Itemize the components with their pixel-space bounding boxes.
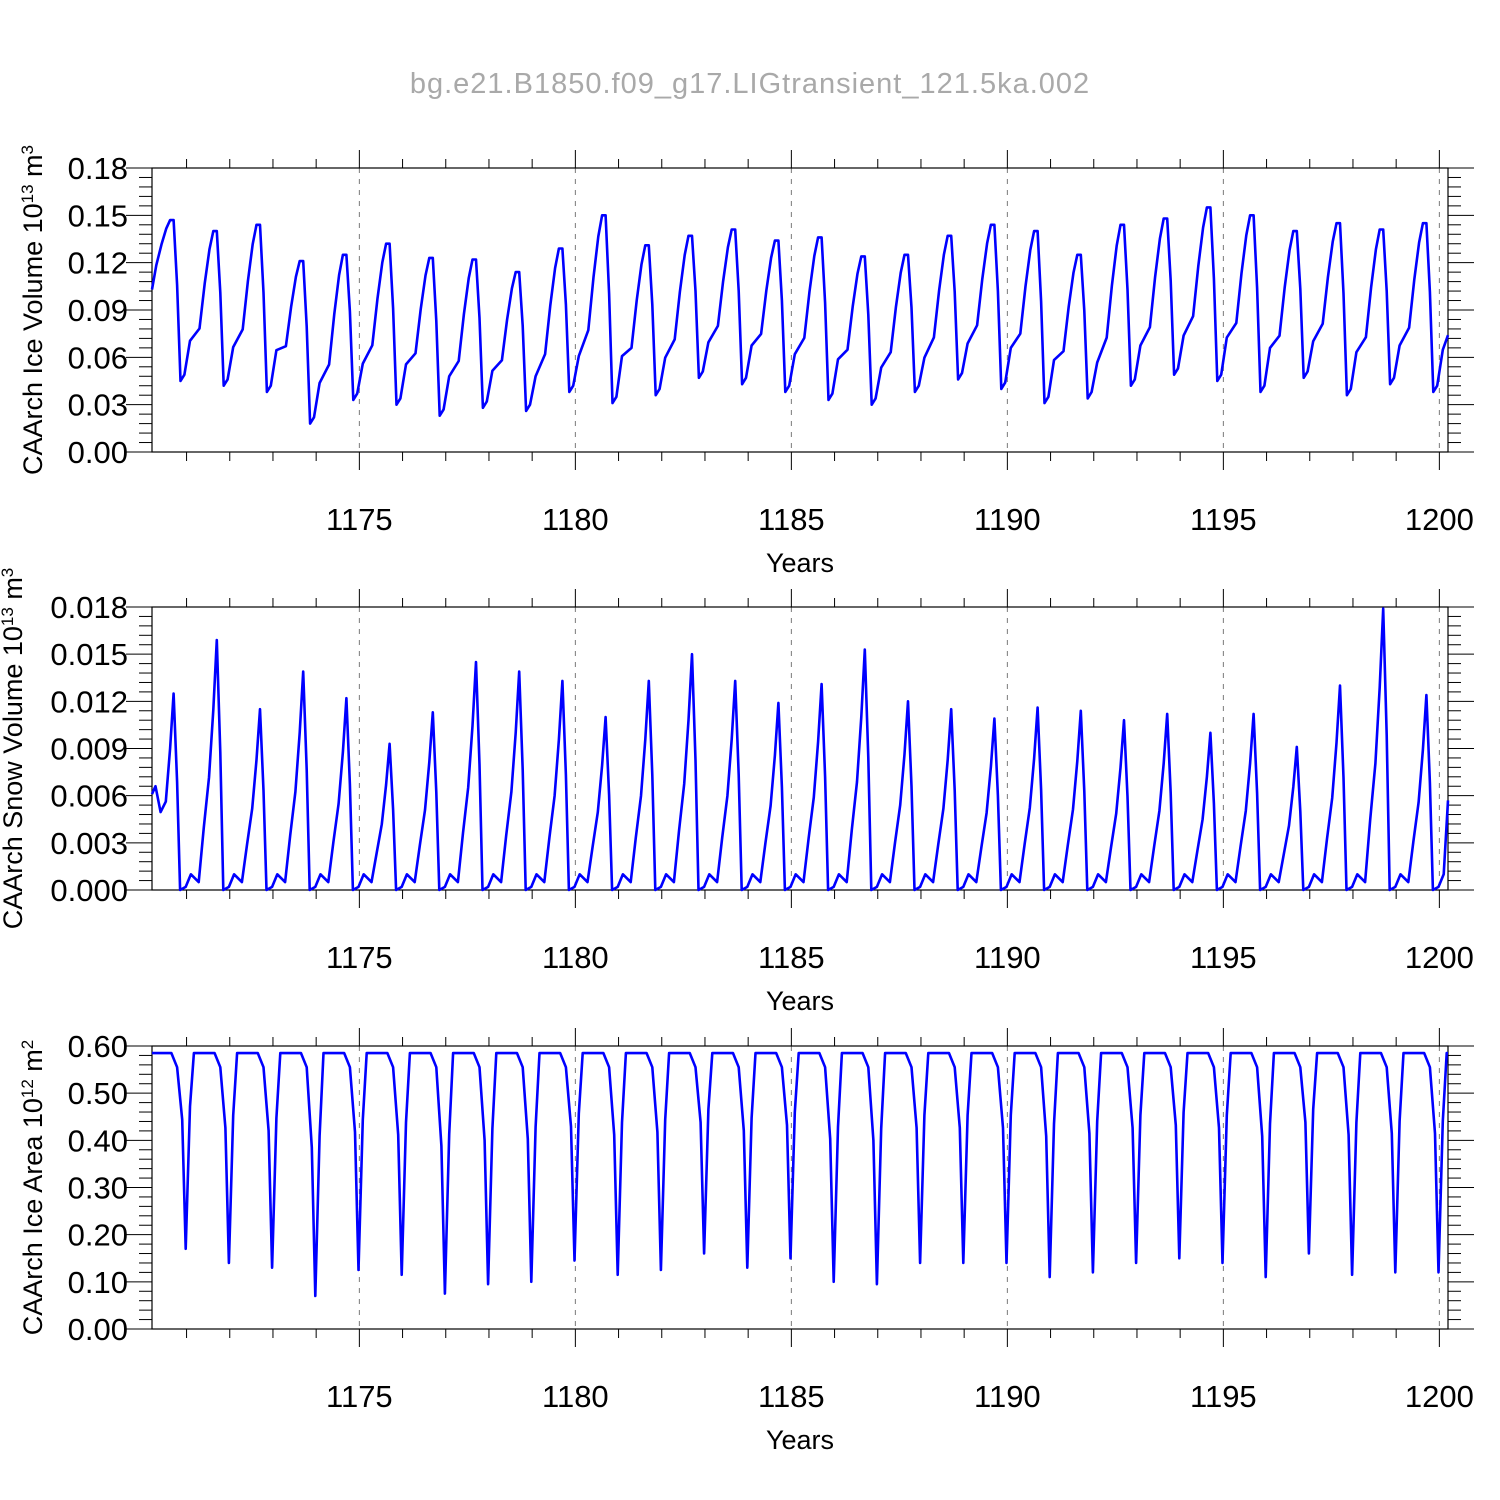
y-tick-label: 0.09 (68, 293, 128, 328)
y-tick-label: 0.018 (50, 590, 128, 625)
y-tick-label: 0.006 (50, 779, 128, 814)
x-tick-label: 1195 (1190, 940, 1257, 975)
x-tick-label: 1175 (326, 940, 393, 975)
x-tick-label: 1190 (974, 940, 1041, 975)
y-tick-label: 0.10 (68, 1265, 128, 1300)
y-tick-label: 0.30 (68, 1171, 128, 1206)
x-tick-label: 1175 (326, 1379, 393, 1414)
axes-frame (151, 606, 1449, 891)
y-tick-label: 0.50 (68, 1076, 128, 1111)
y-tick-label: 0.00 (68, 435, 128, 470)
y-axis-title: CAArch Snow Volume 1013 m3 (0, 568, 28, 930)
chart-panel-2: 1175 1180 1185 1190 1195 1200 0.000 0.003 0.006 0… (0, 568, 1474, 1016)
data-series-line (150, 206, 1450, 425)
y-tick-label: 0.60 (68, 1029, 128, 1064)
y-axis-title: CAArch Ice Volume 1013 m3 (18, 145, 49, 475)
x-tick-label: 1175 (326, 502, 393, 537)
figure-title: bg.e21.B1850.f09_g17.LIGtransient_121.5k… (409, 68, 1091, 100)
y-tick-label: 0.000 (50, 873, 128, 908)
y-tick-label: 0.20 (68, 1218, 128, 1253)
x-tick-label: 1200 (1405, 940, 1474, 975)
y-tick-label: 0.03 (68, 388, 128, 423)
x-tick-label: 1180 (542, 940, 609, 975)
x-tick-label: 1185 (758, 940, 825, 975)
y-tick-label: 0.003 (50, 826, 128, 861)
x-tick-label: 1180 (542, 1379, 609, 1414)
y-tick-label: 0.12 (68, 246, 128, 281)
y-tick-label: 0.015 (50, 637, 128, 672)
axes-frame (151, 167, 1449, 453)
y-tick-label: 0.009 (50, 732, 128, 767)
x-tick-label: 1190 (974, 502, 1041, 537)
x-tick-label: 1190 (974, 1379, 1041, 1414)
axes-frame (151, 1045, 1449, 1330)
y-axis-title: CAArch Ice Area 1012 m2 (18, 1040, 49, 1336)
x-tick-label: 1185 (758, 502, 825, 537)
data-series-line (150, 607, 1450, 892)
y-tick-label: 0.012 (50, 684, 128, 719)
chart-panel-3: 1175 1180 1185 1190 1195 1200 0.00 0.10 0.20 0.30… (18, 1028, 1474, 1455)
y-tick-label: 0.06 (68, 340, 128, 375)
y-tick-label: 0.15 (68, 198, 128, 233)
chart-panel-1: 1175 1180 1185 1190 1195 1200 0.00 0.03 0.06 0.09… (18, 145, 1474, 578)
x-tick-label: 1200 (1405, 502, 1474, 537)
y-tick-label: 0.18 (68, 151, 128, 186)
x-tick-label: 1195 (1190, 1379, 1257, 1414)
y-tick-label: 0.00 (68, 1312, 128, 1347)
x-tick-label: 1185 (758, 1379, 825, 1414)
data-series-line (152, 1051, 1448, 1298)
x-axis-title: Years (766, 986, 834, 1016)
x-tick-label: 1195 (1190, 502, 1257, 537)
x-tick-label: 1200 (1405, 1379, 1474, 1414)
y-tick-label: 0.40 (68, 1123, 128, 1158)
x-axis-title: Years (766, 1425, 834, 1455)
x-axis-title: Years (766, 548, 834, 578)
x-tick-label: 1180 (542, 502, 609, 537)
